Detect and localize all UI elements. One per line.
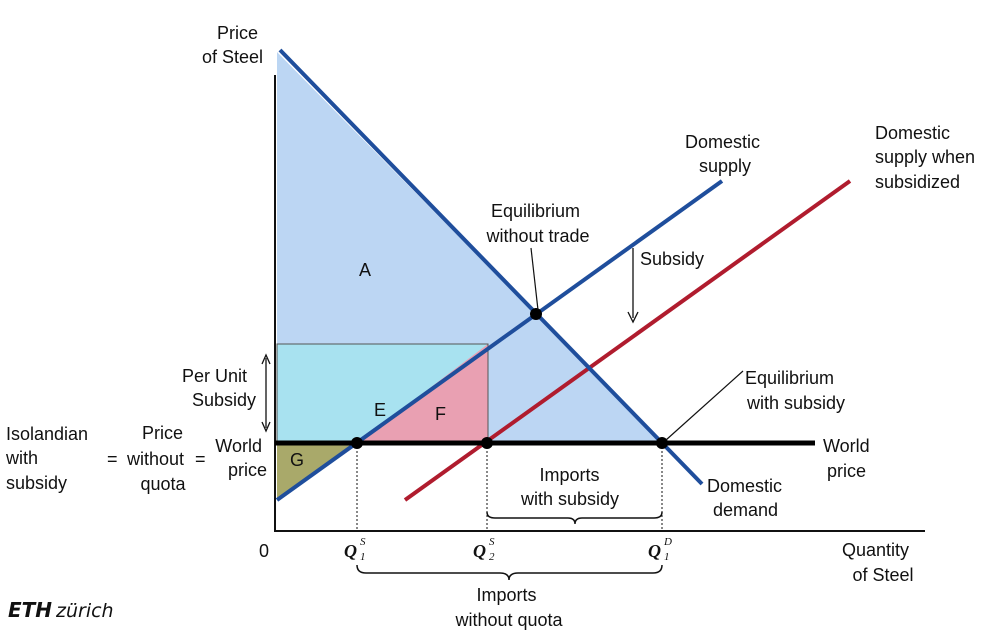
eq-no-trade-pointer: [530, 247, 539, 311]
subsidized-supply-label: Domestic supply when subsidized: [875, 123, 980, 192]
area-g-label: G: [290, 450, 304, 470]
per-unit-arrow-head-down: [261, 421, 271, 433]
equals-sign-2: =: [195, 449, 206, 469]
eq-no-trade-label: Equilibrium without trade: [485, 201, 589, 246]
q1d-label: Q: [648, 541, 661, 561]
q1s-superscript: S: [360, 536, 366, 548]
domestic-supply-curve: [275, 179, 724, 502]
eq-subsidy-label: Equilibrium with subsidy: [745, 368, 845, 413]
area-a-label: A: [359, 260, 371, 280]
subsidy-label: Subsidy: [640, 249, 704, 269]
isolandian-label: Isolandian with subsidy: [5, 424, 93, 493]
svg-text:zürich: zürich: [55, 600, 114, 622]
q1s-label: Q: [344, 541, 357, 561]
per-unit-arrow-head-up: [261, 353, 271, 365]
y-axis-label: Price of Steel: [202, 23, 263, 67]
world-price-right-label: World price: [823, 436, 875, 481]
imports-with-subsidy-label: Imports with subsidy: [520, 465, 619, 509]
price-without-quota-label: Price without quota: [126, 423, 189, 494]
domestic-demand-curve: [278, 48, 704, 486]
world-price-left-label: World price: [215, 436, 267, 480]
imports-without-quota-label: Imports without quota: [454, 585, 563, 630]
q2s-label: Q: [473, 541, 486, 561]
q2s-subscript: 2: [489, 551, 495, 563]
domestic-supply-label: Domestic supply: [685, 132, 765, 176]
q1d-subscript: 1: [664, 551, 670, 563]
svg-text:ETH: ETH: [8, 598, 52, 622]
q2s-superscript: S: [489, 536, 495, 548]
eq-subsidy-pointer: [665, 370, 744, 441]
eth-zurich-logo: ETH zürich: [8, 598, 114, 622]
q1s-point: [351, 437, 363, 449]
x-axis-label: Quantity of Steel: [842, 540, 914, 585]
imports-no-quota-brace: [356, 564, 663, 581]
area-e: [277, 344, 488, 443]
q1d-superscript: D: [663, 536, 672, 548]
subsidized-supply-curve: [403, 179, 852, 502]
imports-subsidy-brace: [486, 511, 663, 525]
q2s-point: [481, 437, 493, 449]
origin-label: 0: [259, 541, 269, 561]
equals-sign-1: =: [107, 449, 118, 469]
eq-no-trade-point: [530, 308, 542, 320]
area-e-label: E: [374, 400, 386, 420]
subsidy-arrow-head: [627, 311, 639, 324]
domestic-demand-label: Domestic demand: [707, 476, 787, 520]
q1s-subscript: 1: [360, 551, 366, 563]
q1d-point: [656, 437, 668, 449]
per-unit-subsidy-label: Per Unit Subsidy: [182, 366, 256, 410]
area-f-label: F: [435, 404, 446, 424]
